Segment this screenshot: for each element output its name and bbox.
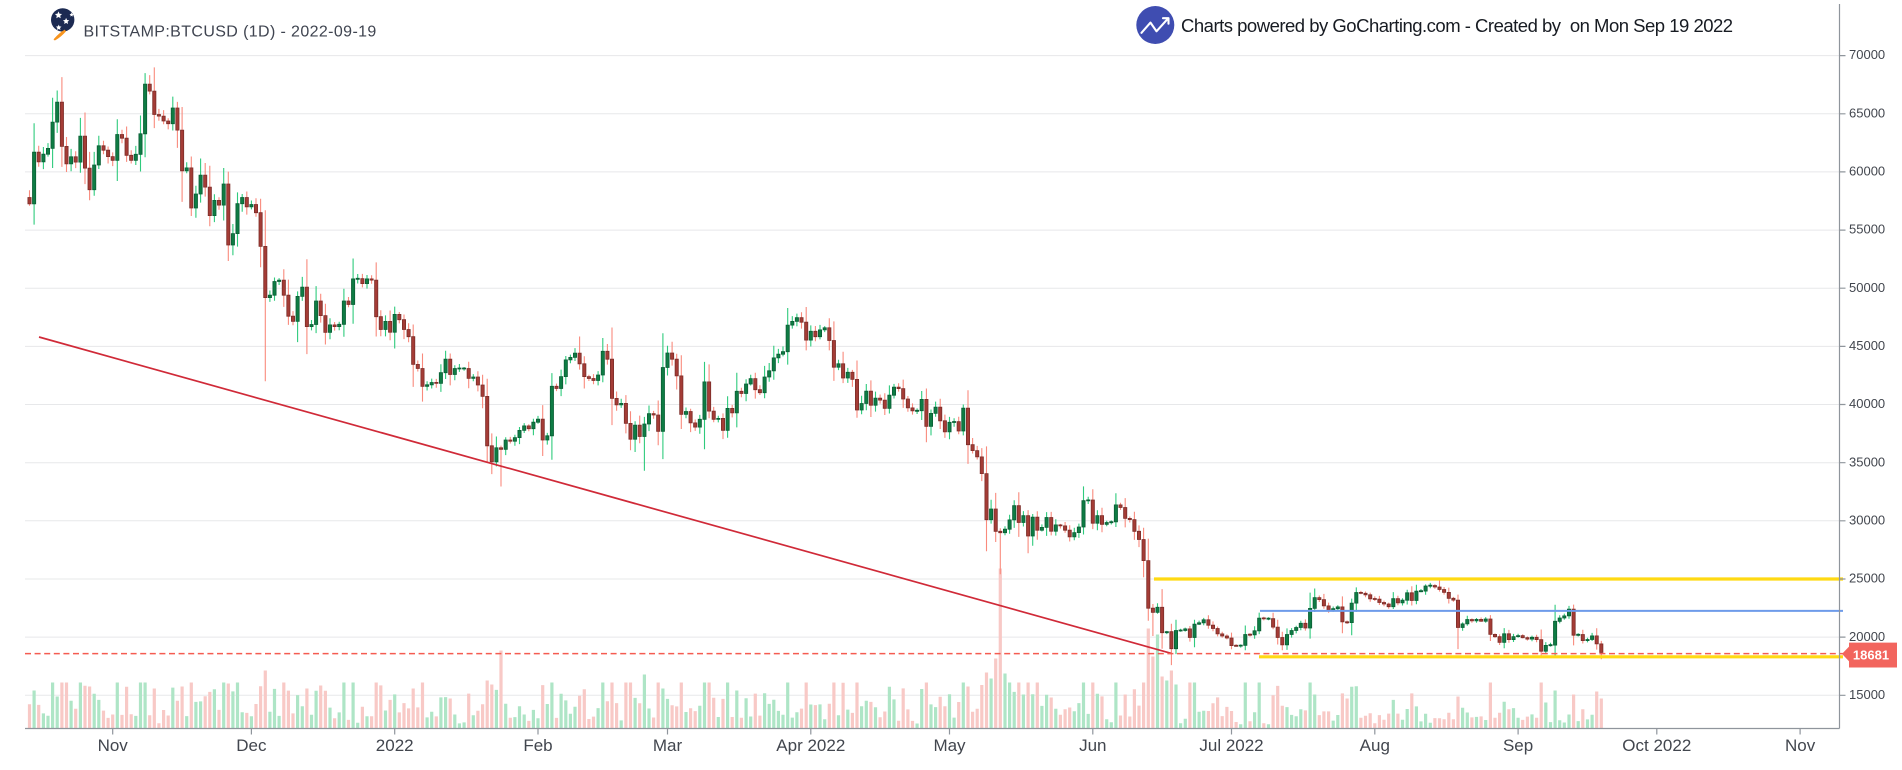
svg-text:55000: 55000 [1849,222,1885,237]
svg-text:25000: 25000 [1849,571,1885,586]
svg-text:30000: 30000 [1849,512,1885,527]
svg-text:60000: 60000 [1849,164,1885,179]
svg-text:40000: 40000 [1849,396,1885,411]
svg-text:Nov: Nov [98,736,129,755]
svg-text:BITSTAMP:BTCUSD (1D) - 2022-09: BITSTAMP:BTCUSD (1D) - 2022-09-19 [84,24,377,41]
svg-text:Oct 2022: Oct 2022 [1622,736,1691,755]
svg-text:50000: 50000 [1849,280,1885,295]
svg-text:Aug: Aug [1360,736,1390,755]
svg-text:2022: 2022 [376,736,414,755]
svg-text:65000: 65000 [1849,105,1885,120]
svg-text:45000: 45000 [1849,338,1885,353]
svg-text:Jul 2022: Jul 2022 [1199,736,1263,755]
svg-text:15000: 15000 [1849,687,1885,702]
svg-text:20000: 20000 [1849,629,1885,644]
svg-text:Charts powered by GoCharting.c: Charts powered by GoCharting.com - Creat… [1181,15,1733,36]
svg-text:70000: 70000 [1849,47,1885,62]
svg-text:18681: 18681 [1853,648,1889,663]
svg-text:35000: 35000 [1849,454,1885,469]
svg-text:May: May [933,736,966,755]
svg-text:Jun: Jun [1079,736,1106,755]
svg-text:Apr 2022: Apr 2022 [776,736,845,755]
svg-text:Nov: Nov [1785,736,1816,755]
svg-text:Feb: Feb [523,736,552,755]
svg-text:Mar: Mar [653,736,683,755]
svg-text:Dec: Dec [236,736,267,755]
svg-text:Sep: Sep [1503,736,1533,755]
